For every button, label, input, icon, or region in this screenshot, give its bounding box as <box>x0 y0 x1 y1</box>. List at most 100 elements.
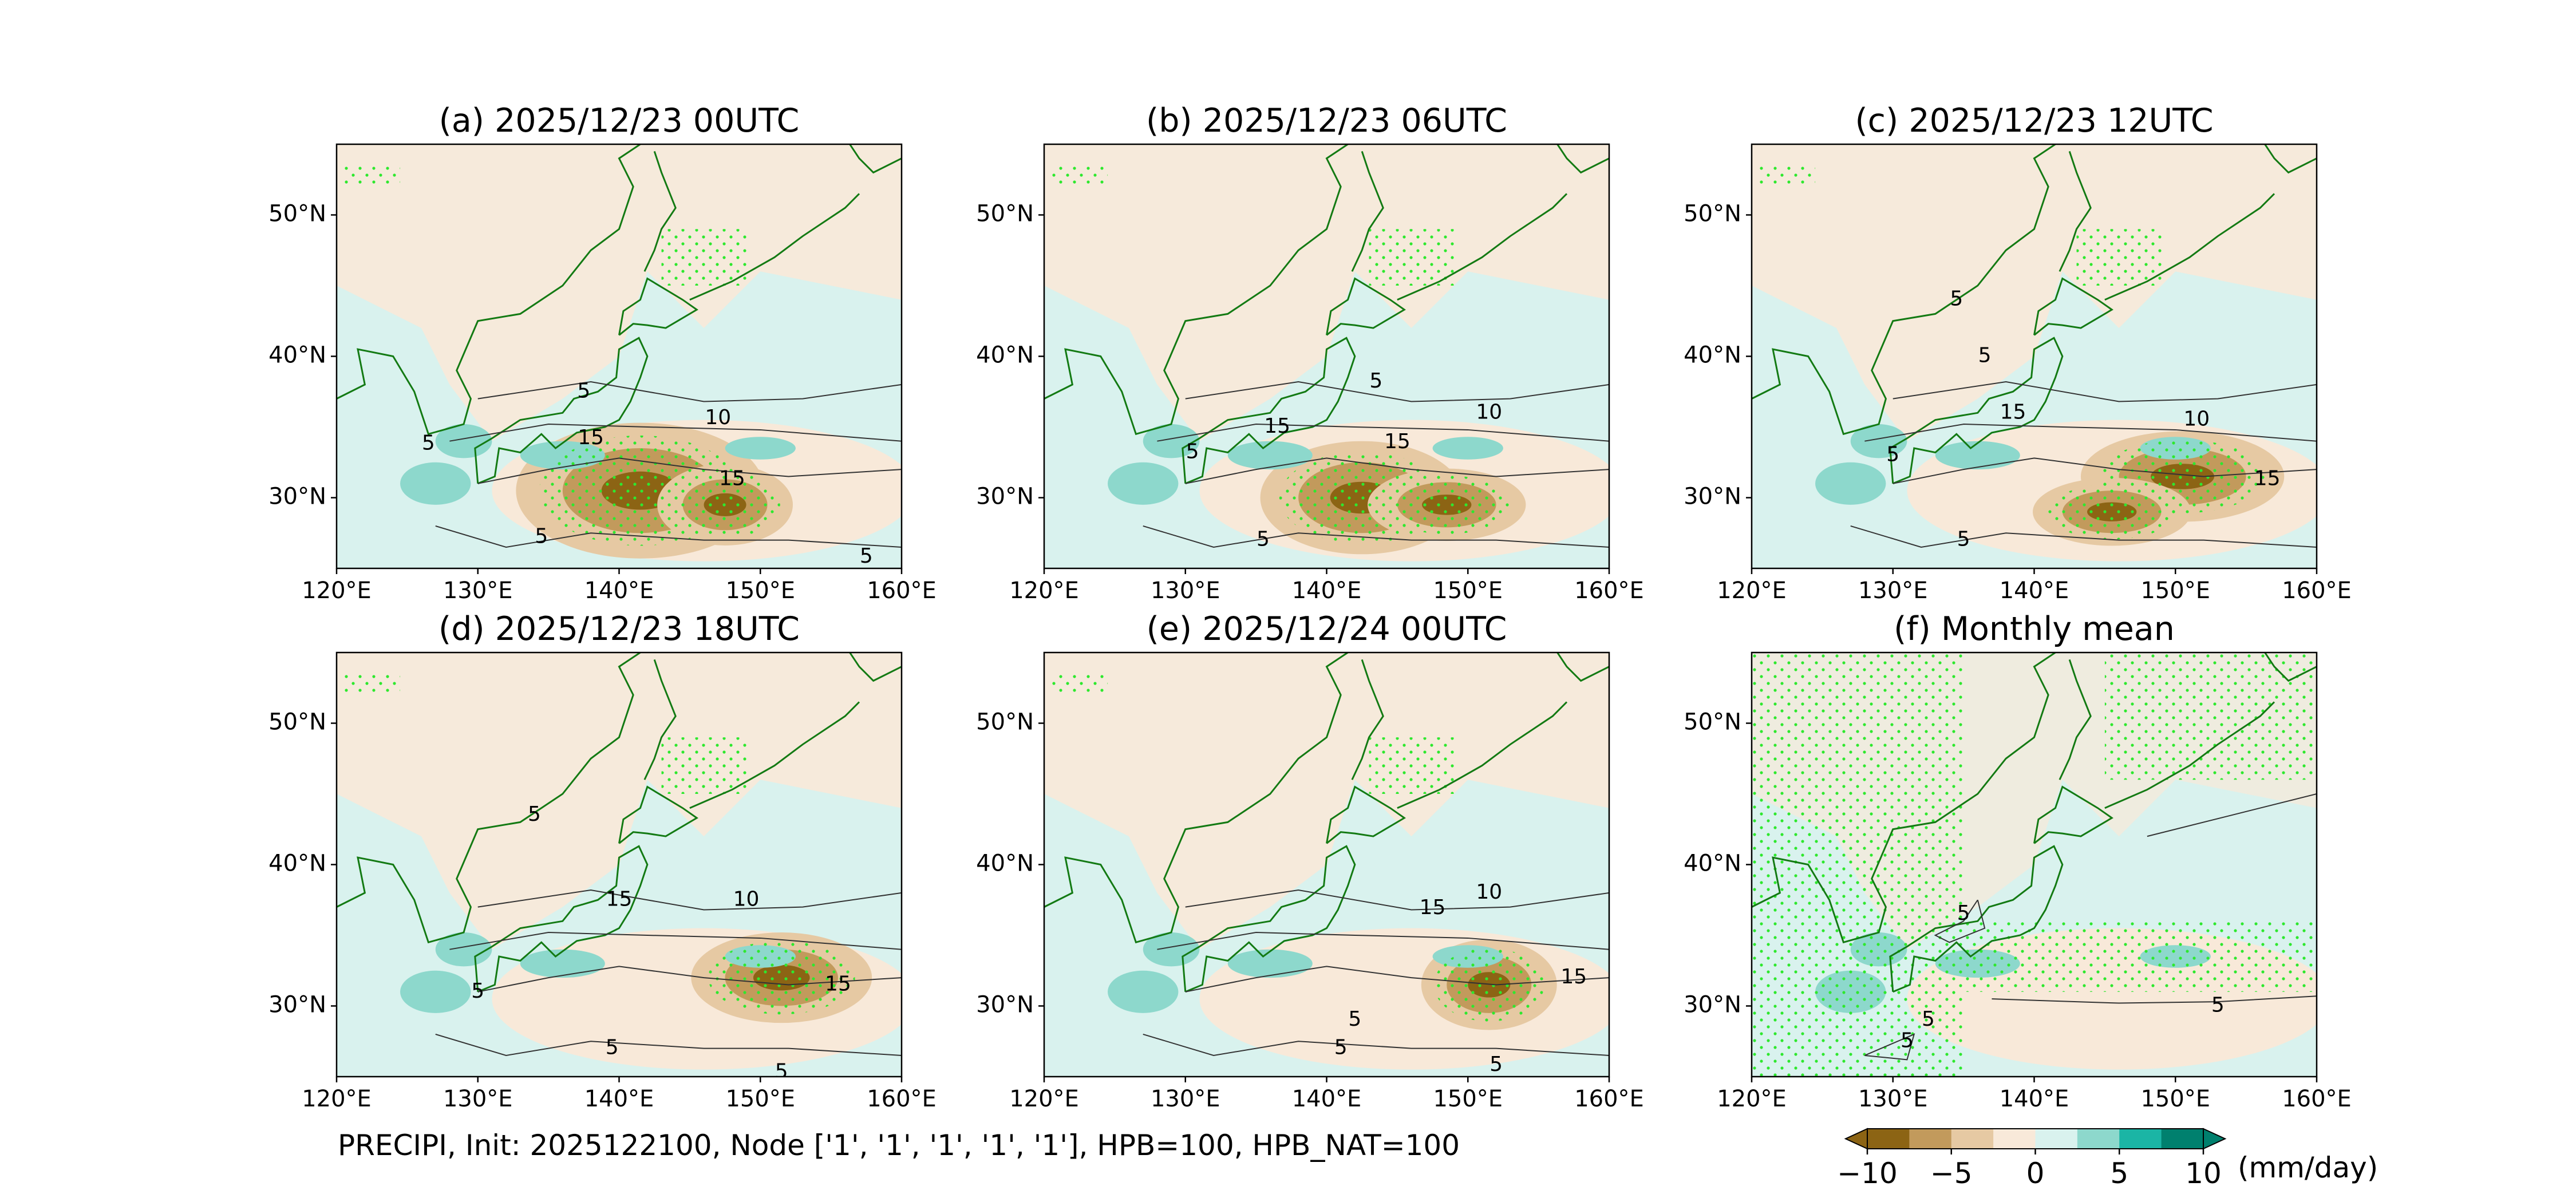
x-tick-label: 130°E <box>1858 578 1928 604</box>
coastline <box>1556 144 1609 174</box>
contour-line <box>1157 424 1609 442</box>
precip-anomaly-field: 5 15 10 15 5 5 5 <box>337 653 902 1084</box>
contour-label: 5 <box>1334 1036 1348 1059</box>
positive-anomaly-patch <box>435 424 492 458</box>
x-tick-label: 120°E <box>1009 1086 1079 1112</box>
colorbar-segment <box>1867 1129 1910 1149</box>
positive-anomaly-patch <box>1108 462 1179 505</box>
contour-label: 10 <box>2183 408 2210 431</box>
y-tick-label: 30°N <box>1684 484 1741 510</box>
y-tick-label: 30°N <box>976 484 1034 510</box>
contour-label: 5 <box>422 432 435 455</box>
x-tick-label: 140°E <box>584 1086 654 1112</box>
contour-label: 5 <box>1369 369 1382 393</box>
map-panel-a: 5 5 10 15 15 5 5 (a) 2025/12/23 00UTC 120°E 130°E… <box>268 102 937 604</box>
x-tick-label: 160°E <box>1574 578 1644 604</box>
contour-line <box>1185 889 1609 911</box>
contour-label: 5 <box>775 1060 788 1084</box>
x-tick-label: 140°E <box>2000 578 2069 604</box>
coastline <box>2033 785 2113 844</box>
contour-line <box>1185 966 1609 993</box>
contour-label: 5 <box>1978 344 1992 367</box>
positive-anomaly-patch <box>1815 462 1886 505</box>
y-tick-label: 40°N <box>1684 342 1741 369</box>
x-tick-label: 140°E <box>1292 1086 1362 1112</box>
coastline <box>2059 659 2092 780</box>
contour-line <box>1185 457 1609 484</box>
negative-anomaly-area <box>1752 144 2317 441</box>
contour-line <box>1893 381 2317 402</box>
coastline <box>2059 151 2092 272</box>
coastline <box>474 845 649 993</box>
positive-anomaly-patch <box>1143 932 1200 967</box>
positive-anomaly-patch <box>520 949 605 978</box>
x-tick-label: 130°E <box>1858 1086 1928 1112</box>
coastline <box>1044 144 1349 436</box>
colorbar-segment <box>2077 1129 2120 1149</box>
x-tick-label: 160°E <box>867 1086 937 1112</box>
y-tick-label: 40°N <box>1684 851 1741 877</box>
precip-anomaly-field: 5 10 15 15 5 5 <box>1044 144 1609 568</box>
negative-anomaly-area <box>337 653 902 950</box>
significance-stipple <box>2104 653 2317 780</box>
y-tick-label: 50°N <box>976 709 1034 736</box>
contour-label: 5 <box>1922 1007 1935 1031</box>
colorbar: −10 −5 0 5 10 (mm/day) <box>1837 1128 2378 1190</box>
positive-anomaly-patch <box>1143 424 1200 458</box>
x-tick-label: 120°E <box>1717 1086 1787 1112</box>
coastline <box>618 785 698 844</box>
coastline <box>643 151 677 272</box>
contour-label: 5 <box>1886 442 1899 466</box>
positive-anomaly-patch <box>1227 949 1313 978</box>
positive-anomaly-patch <box>1227 441 1313 470</box>
x-tick-label: 130°E <box>1151 578 1220 604</box>
x-tick-label: 160°E <box>2282 1086 2352 1112</box>
x-tick-label: 150°E <box>725 578 795 604</box>
contour-label: 15 <box>2254 466 2281 490</box>
y-tick-label: 50°N <box>976 201 1034 227</box>
coastline <box>1351 151 1384 272</box>
colorbar-tick-label: 5 <box>2110 1157 2128 1190</box>
precip-anomaly-field: 5 5 15 10 15 5 5 <box>1752 144 2317 568</box>
x-tick-label: 140°E <box>2000 1086 2069 1112</box>
contour-label: 5 <box>2211 994 2225 1017</box>
contour-label: 10 <box>733 887 760 911</box>
significance-stipple <box>1759 165 1816 187</box>
x-tick-label: 160°E <box>2282 578 2352 604</box>
positive-anomaly-patch <box>1108 970 1179 1013</box>
colorbar-extend-max <box>2203 1128 2227 1150</box>
positive-anomaly-patch <box>400 462 471 505</box>
significance-stipple <box>1051 165 1108 187</box>
x-tick-label: 130°E <box>443 578 513 604</box>
x-tick-label: 120°E <box>302 1086 372 1112</box>
contour-label: 5 <box>577 379 590 402</box>
coastline <box>1351 659 1384 780</box>
y-tick-label: 50°N <box>1684 201 1741 227</box>
x-tick-label: 150°E <box>2140 1086 2210 1112</box>
coastline <box>1182 845 1356 993</box>
colorbar-segment <box>1993 1129 2036 1149</box>
contour-label: 15 <box>578 426 604 449</box>
y-tick-label: 50°N <box>268 201 326 227</box>
contour-line <box>435 1033 902 1056</box>
coastline <box>1752 144 2056 436</box>
coastline <box>1556 653 1609 682</box>
x-tick-label: 150°E <box>1433 1086 1503 1112</box>
contour-label: 5 <box>1186 440 1199 463</box>
colorbar-segment <box>2161 1129 2204 1149</box>
contour-line <box>1934 899 1986 943</box>
y-tick-label: 40°N <box>268 851 326 877</box>
significance-stipple <box>2076 229 2162 286</box>
colorbar-tick-label: 10 <box>2185 1157 2222 1190</box>
contour-line <box>477 381 902 402</box>
contour-line <box>1185 381 1609 402</box>
contour-label: 15 <box>1384 430 1411 453</box>
y-tick-label: 30°N <box>268 484 326 510</box>
y-tick-label: 30°N <box>976 992 1034 1018</box>
contour-label: 10 <box>1476 400 1502 424</box>
coastline <box>1397 193 1568 301</box>
contour-label: 5 <box>471 979 484 1003</box>
